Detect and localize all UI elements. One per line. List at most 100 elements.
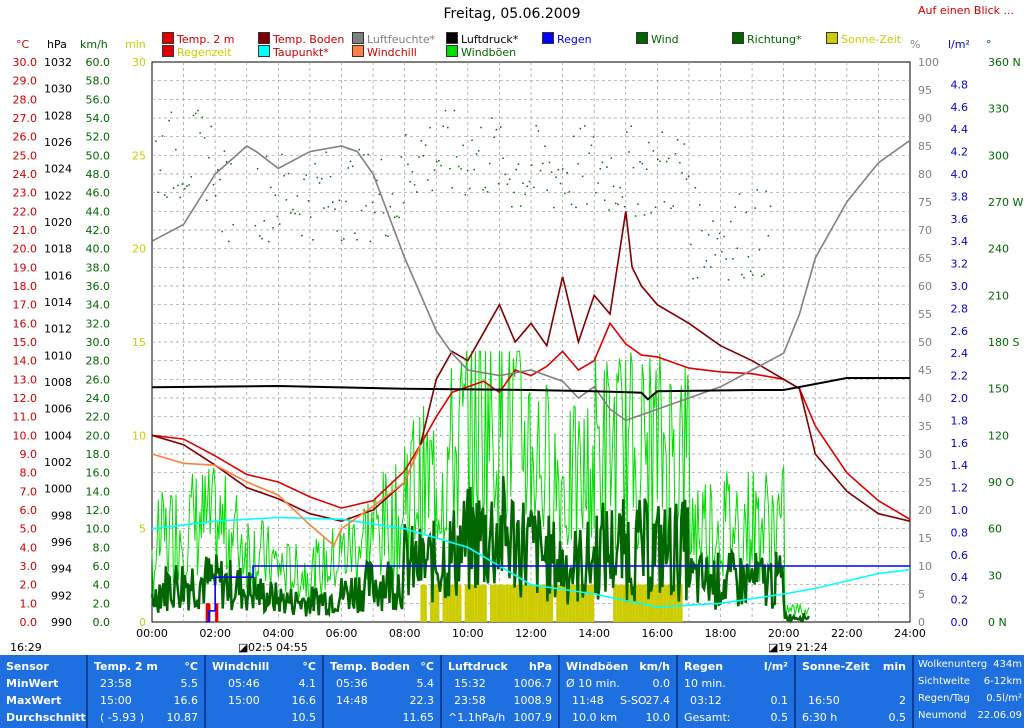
legend-item-sonne: Sonne-Zeit xyxy=(826,32,901,46)
legend-swatch xyxy=(446,45,458,57)
legend-label: Luftfeuchte* xyxy=(367,33,436,46)
direction-dot xyxy=(431,189,434,192)
stats-windchill: Windchill °C 05:46 4.1 15:00 16.6 10.5 xyxy=(206,655,324,728)
overview-link[interactable]: Auf einen Blick ... xyxy=(918,4,1014,17)
boeen-r3-left: 10.0 km xyxy=(572,711,618,724)
legend-swatch xyxy=(826,32,838,44)
regen-max: 0.1 xyxy=(770,694,789,707)
boden-max-time: 14:48 xyxy=(336,694,368,707)
direction-dot xyxy=(590,144,593,147)
sunshine-bar xyxy=(458,584,462,622)
direction-dot xyxy=(283,174,285,177)
tick-label-hpa: 1022 xyxy=(44,189,72,202)
direction-dot xyxy=(482,188,484,191)
sunshine-bar xyxy=(518,584,522,622)
direction-dot xyxy=(440,164,442,167)
misc-v1: 434m xyxy=(993,659,1022,670)
direction-dot xyxy=(347,167,350,169)
sunshine-bar xyxy=(654,584,658,622)
tick-label-x: 12:00 xyxy=(515,627,547,640)
direction-dot xyxy=(212,183,215,186)
direction-dot xyxy=(402,202,405,204)
direction-dot xyxy=(374,211,376,214)
sunshine-bar xyxy=(572,584,576,622)
stats-sonne: Sonne-Zeit min 16:50 2 6:30 h 0.5 xyxy=(796,655,914,728)
legend-item-luftdruck: Luftdruck* xyxy=(446,32,518,46)
tick-label-x: 06:00 xyxy=(326,627,358,640)
series-regen xyxy=(205,565,910,623)
tick-label-kmh: 42.0 xyxy=(86,224,111,237)
direction-dot xyxy=(172,187,175,189)
sunshine-bar xyxy=(676,584,680,622)
direction-dot xyxy=(650,212,652,214)
tick-label-kmh: 8.0 xyxy=(93,541,111,554)
unit-percent: % xyxy=(910,38,921,51)
windchill-max-time: 15:00 xyxy=(228,694,260,707)
direction-dot xyxy=(696,276,699,279)
druck-avg: 1007.9 xyxy=(513,711,553,724)
sonne-title: Sonne-Zeit xyxy=(802,660,870,673)
sunshine-bar xyxy=(423,584,427,622)
temp-avg: 10.87 xyxy=(166,711,199,724)
tick-label-hpa: 996 xyxy=(51,536,72,549)
direction-dot xyxy=(422,155,425,157)
boden-max: 22.3 xyxy=(409,694,435,707)
direction-dot xyxy=(391,193,394,195)
tick-label-direction: 270 W xyxy=(988,196,1023,209)
tick-label-celsius: 11.0 xyxy=(13,411,38,424)
windchill-unit: °C xyxy=(302,660,316,673)
direction-dot xyxy=(712,220,714,222)
sunshine-bar xyxy=(622,584,626,622)
stats-boden: Temp. Boden °C 05:36 5.4 14:48 22.3 11.6… xyxy=(324,655,442,728)
stats-panel: Sensor MinWert MaxWert Durchschnitt Temp… xyxy=(0,655,1024,728)
tick-label-hpa: 1010 xyxy=(44,349,72,362)
boden-min-time: 05:36 xyxy=(336,677,368,690)
tick-label-celsius: 4.0 xyxy=(20,541,38,554)
legend-label: Temp. 2 m xyxy=(177,33,235,46)
sunshine-bar xyxy=(660,584,664,622)
direction-dot xyxy=(259,235,261,237)
windchill-min-time: 05:46 xyxy=(228,677,260,690)
direction-dot xyxy=(175,148,177,151)
tick-label-hpa: 1014 xyxy=(44,296,72,309)
windchill-min: 4.1 xyxy=(298,677,317,690)
sunshine-bar xyxy=(679,584,683,622)
tick-label-celsius: 8.0 xyxy=(20,467,38,480)
direction-dot xyxy=(610,157,613,159)
legend-swatch xyxy=(636,32,648,44)
direction-dot xyxy=(219,178,221,181)
direction-dot xyxy=(449,167,451,170)
direction-dot xyxy=(579,127,582,130)
direction-dot xyxy=(566,172,568,174)
direction-dot xyxy=(290,212,292,214)
sunshine-bar xyxy=(669,584,674,622)
misc-l3: Regen/Tag xyxy=(918,693,970,704)
sunshine-bar xyxy=(512,584,516,622)
direction-dot xyxy=(643,214,646,216)
druck-title: Luftdruck xyxy=(448,660,508,673)
direction-dot xyxy=(736,247,739,249)
direction-dot xyxy=(376,179,378,182)
direction-dot xyxy=(345,200,347,203)
direction-dot xyxy=(382,212,385,214)
direction-dot xyxy=(177,184,179,187)
sunshine-bar xyxy=(524,584,528,622)
direction-dot xyxy=(471,139,473,142)
tick-label-direction: 180 S xyxy=(988,336,1019,349)
tick-label-kmh: 2.0 xyxy=(93,597,111,610)
direction-dot xyxy=(469,187,471,190)
direction-dot xyxy=(181,183,184,185)
tick-label-hpa: 1008 xyxy=(44,376,72,389)
misc-v3: 0.5l/m² xyxy=(986,693,1022,704)
sunset-time-2: 21:24 xyxy=(796,641,828,654)
direction-dot xyxy=(723,235,725,238)
direction-dot xyxy=(519,205,522,207)
direction-dot xyxy=(318,182,321,184)
direction-dot xyxy=(652,150,655,152)
sunshine-bar xyxy=(628,584,633,622)
direction-dot xyxy=(438,160,440,162)
sunshine-bar xyxy=(584,584,588,622)
direction-dot xyxy=(387,235,389,237)
sunshine-bar xyxy=(455,584,459,622)
windchill-max: 16.6 xyxy=(291,694,317,707)
